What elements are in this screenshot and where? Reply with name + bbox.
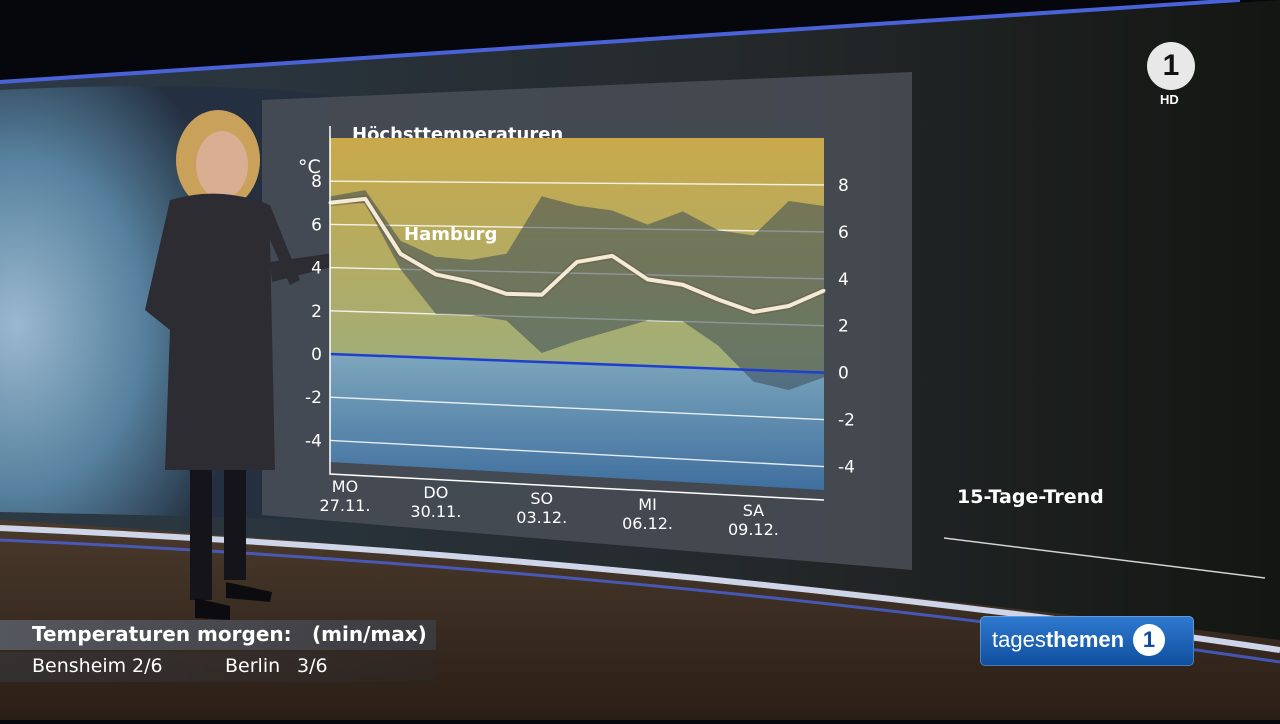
data-point — [646, 277, 650, 281]
trend-underline — [943, 537, 1266, 579]
hd-badge: HD — [1160, 92, 1179, 107]
lower-third-title: Temperaturen morgen: — [32, 622, 292, 646]
y-tick-label-right: -4 — [838, 458, 855, 478]
presenter-figure — [145, 110, 355, 620]
x-tick-date: 09.12. — [728, 520, 779, 539]
city-name-berlin: Berlin — [225, 655, 281, 677]
data-point — [751, 310, 755, 314]
data-point — [540, 293, 544, 297]
data-point — [681, 283, 685, 287]
data-point — [399, 252, 403, 256]
y-tick-label-left: -2 — [305, 388, 322, 408]
uncertainty-band — [330, 190, 824, 390]
y-tick-label-left: 2 — [311, 302, 322, 322]
gridline — [329, 180, 825, 186]
x-tick-day: SO — [530, 489, 553, 508]
y-tick-label-right: 8 — [838, 176, 849, 196]
ard-logo: 1 — [1147, 42, 1195, 90]
x-tick-day: SA — [743, 501, 764, 520]
lower-third-unit-hint: (min/max) — [312, 622, 427, 646]
lower-third-title-bar — [0, 620, 436, 650]
ard-one-icon: 1 — [1133, 624, 1165, 656]
data-point — [363, 197, 367, 201]
lower-third-city-bar — [0, 652, 436, 682]
city-value-bensheim: 2/6 — [132, 655, 163, 677]
y-tick-label-left: 0 — [311, 345, 322, 365]
x-tick-date: 30.11. — [410, 502, 461, 521]
y-ticks-right: -4 -2 0 2 4 6 8 — [838, 176, 855, 478]
x-tick-date: 06.12. — [622, 514, 673, 533]
x-tick-day: DO — [423, 483, 448, 502]
gridline — [329, 396, 825, 421]
y-tick-label-right: 0 — [838, 364, 849, 384]
lower-third: Temperaturen morgen: (min/max) Bensheim … — [0, 620, 436, 682]
data-point — [469, 280, 473, 284]
data-point — [434, 272, 438, 276]
gridline — [329, 439, 825, 468]
y-axis-unit: °C — [298, 156, 321, 178]
city-value-berlin: 3/6 — [297, 655, 328, 677]
city-name-bensheim: Bensheim — [32, 655, 127, 677]
cold-band — [330, 354, 824, 490]
tagesthemen-logo: tagesthemen 1 — [980, 616, 1194, 666]
x-tick-day: MO — [332, 477, 358, 496]
y-tick-label-left: 8 — [311, 172, 322, 192]
y-tick-label-left: -4 — [305, 431, 322, 451]
zero-line — [329, 352, 825, 374]
data-point — [787, 304, 791, 308]
axis-frame — [329, 126, 825, 501]
x-tick-date: 03.12. — [516, 508, 567, 527]
plot-area — [328, 126, 826, 501]
data-point — [610, 254, 614, 258]
y-tick-label-right: 2 — [838, 317, 849, 337]
data-point — [822, 289, 826, 293]
trend-label: 15-Tage-Trend — [957, 486, 1104, 508]
data-point — [575, 260, 579, 264]
y-tick-label-right: 4 — [838, 270, 849, 290]
y-tick-label-right: 6 — [838, 223, 849, 243]
tagesthemen-wordmark: tagesthemen — [992, 627, 1125, 652]
y-tick-label-left: 6 — [311, 215, 322, 235]
x-tick-day: MI — [638, 495, 657, 514]
data-point — [504, 292, 508, 296]
x-tick-date: 27.11. — [320, 496, 371, 515]
data-point — [716, 297, 720, 301]
series-label-hamburg: Hamburg — [404, 224, 497, 245]
y-ticks-left: -4 -2 0 2 4 6 8 — [305, 172, 322, 451]
y-tick-label-left: 4 — [311, 259, 322, 279]
y-tick-label-right: -2 — [838, 411, 855, 431]
